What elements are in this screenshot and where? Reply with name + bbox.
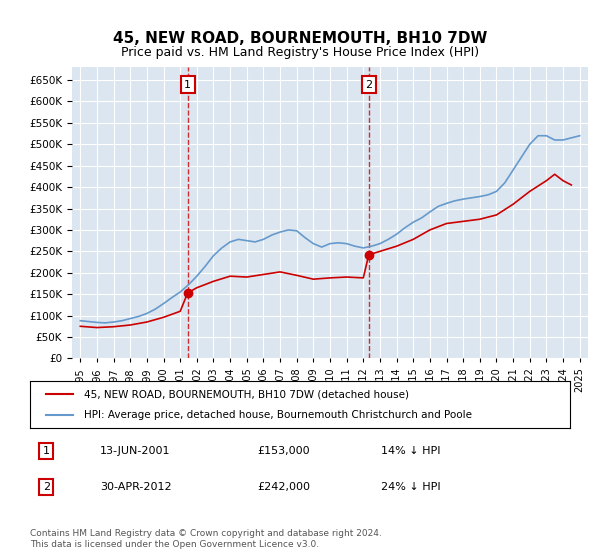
- Text: 13-JUN-2001: 13-JUN-2001: [100, 446, 170, 456]
- Text: 2: 2: [365, 80, 373, 90]
- Text: £242,000: £242,000: [257, 482, 310, 492]
- Text: £153,000: £153,000: [257, 446, 310, 456]
- Text: Price paid vs. HM Land Registry's House Price Index (HPI): Price paid vs. HM Land Registry's House …: [121, 46, 479, 59]
- Text: Contains HM Land Registry data © Crown copyright and database right 2024.
This d: Contains HM Land Registry data © Crown c…: [30, 529, 382, 549]
- Text: 1: 1: [43, 446, 50, 456]
- Text: 45, NEW ROAD, BOURNEMOUTH, BH10 7DW (detached house): 45, NEW ROAD, BOURNEMOUTH, BH10 7DW (det…: [84, 389, 409, 399]
- Text: 30-APR-2012: 30-APR-2012: [100, 482, 172, 492]
- Text: 14% ↓ HPI: 14% ↓ HPI: [381, 446, 440, 456]
- Text: 2: 2: [43, 482, 50, 492]
- Text: HPI: Average price, detached house, Bournemouth Christchurch and Poole: HPI: Average price, detached house, Bour…: [84, 410, 472, 420]
- Text: 24% ↓ HPI: 24% ↓ HPI: [381, 482, 440, 492]
- Text: 45, NEW ROAD, BOURNEMOUTH, BH10 7DW: 45, NEW ROAD, BOURNEMOUTH, BH10 7DW: [113, 31, 487, 46]
- Text: 1: 1: [184, 80, 191, 90]
